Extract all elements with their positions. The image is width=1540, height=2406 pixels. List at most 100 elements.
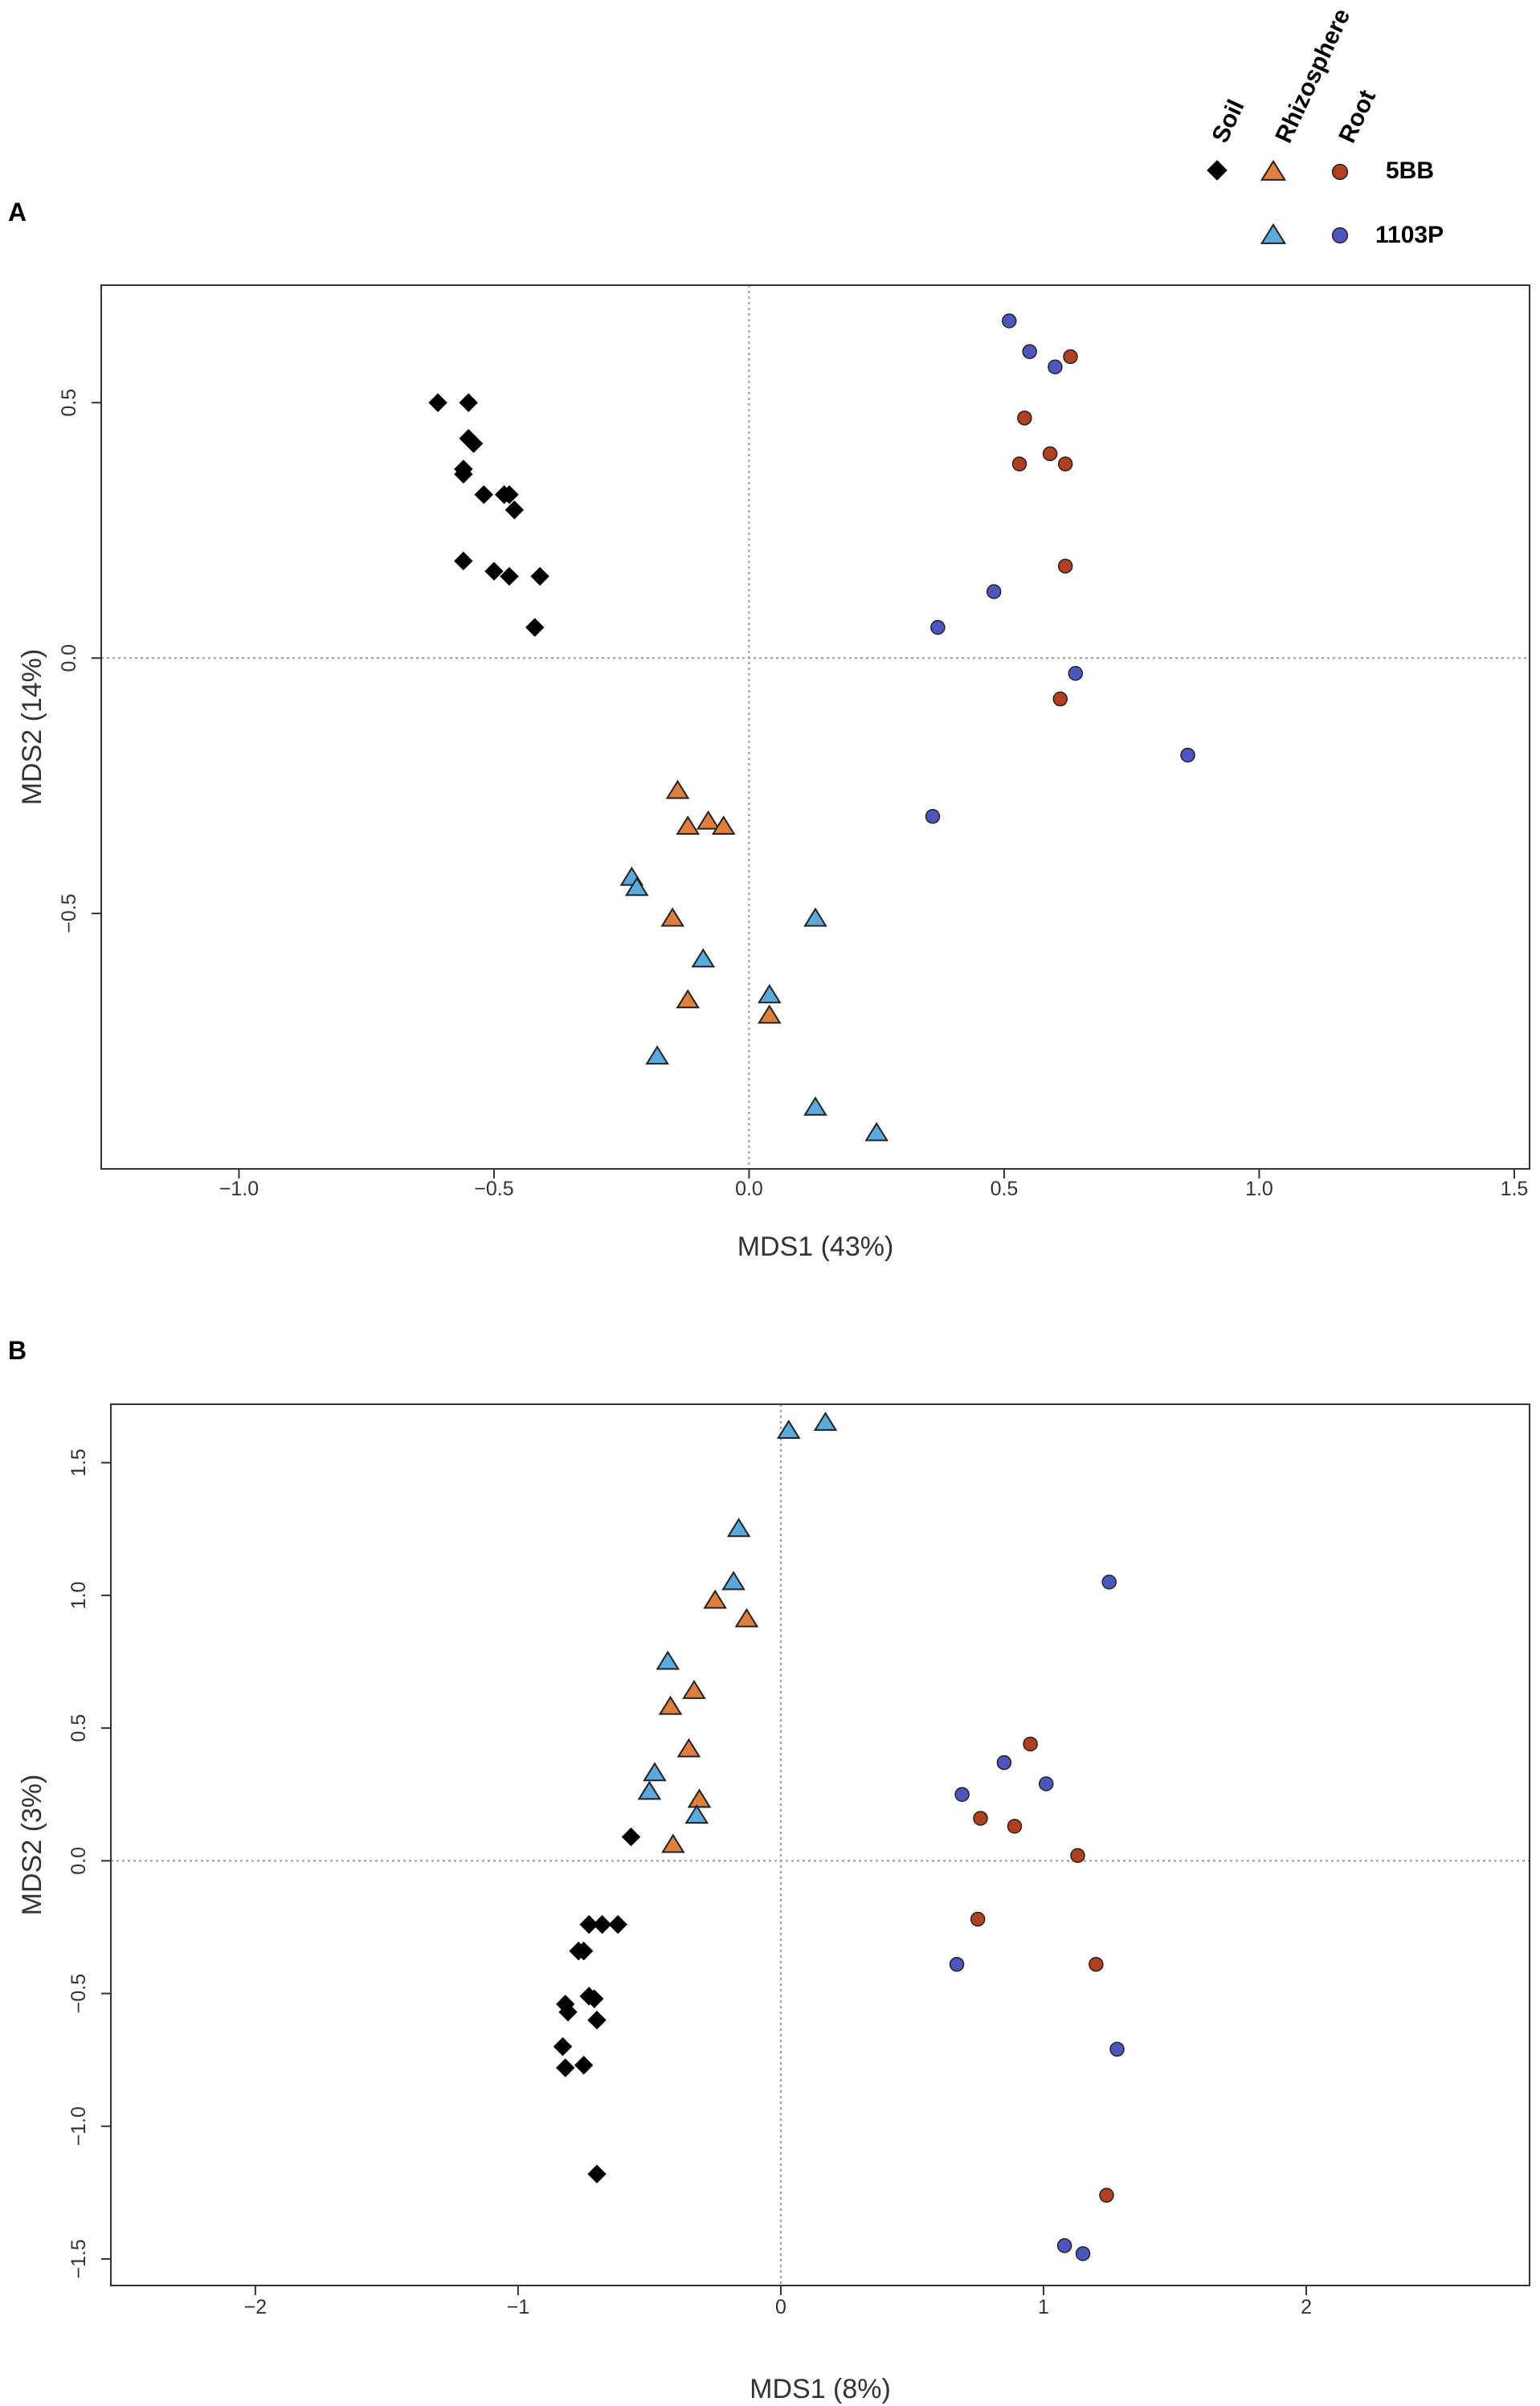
- panel-a-series-rhizo-1103p: [619, 866, 888, 1142]
- panel-b-point-root-1103p: [954, 1787, 970, 1802]
- panel-b-y-tick-label: −1.0: [67, 2106, 90, 2146]
- panel-b-point-root-5bb: [1099, 2187, 1114, 2203]
- panel-a-point-root-1103p: [925, 809, 941, 824]
- panel-a-letter: A: [8, 198, 27, 227]
- panel-b-point-rhizo-5bb: [661, 1833, 685, 1853]
- panel-a-point-root-5bb: [1057, 456, 1073, 472]
- panel-b-y-axis: 1.5 1.0 0.5 0.0 −0.5 −1.0 −1.5: [67, 1448, 111, 2279]
- legend-marker-root-1103p: [1331, 227, 1349, 244]
- panel-b-point-rhizo-5bb: [703, 1589, 727, 1609]
- panel-b-letter: B: [8, 1336, 27, 1365]
- panel-b-series-rhizo-1103p: [637, 1411, 838, 1824]
- panel-b-y-tick-label: −1.5: [67, 2239, 90, 2278]
- panel-a-y-tick-label: −0.5: [58, 893, 80, 933]
- panel-b-point-rhizo-1103p: [684, 1804, 709, 1824]
- panel-b-y-tick-label: 1.5: [67, 1448, 90, 1477]
- panel-b-x-tick-label: 0: [775, 2296, 786, 2318]
- panel-a-point-root-5bb: [1042, 446, 1058, 462]
- panel-a-x-tick-label: −1.0: [219, 1178, 259, 1200]
- panel-a-point-root-5bb: [1011, 456, 1027, 472]
- panel-a-point-root-1103p: [1002, 313, 1017, 329]
- panel-b-point-rhizo-1103p: [726, 1518, 751, 1538]
- panel-a-y-axis-title: MDS2 (14%): [17, 649, 47, 806]
- panel-b-x-axis-title: MDS1 (8%): [750, 2374, 891, 2404]
- panel-b-point-rhizo-1103p: [721, 1571, 745, 1591]
- panel-a-point-root-5bb: [1057, 558, 1073, 574]
- panel-b-x-tick-label: −1: [507, 2296, 530, 2318]
- panel-b-point-soil: [574, 2056, 594, 2075]
- panel-b-point-rhizo-5bb: [734, 1607, 759, 1628]
- panel-a-point-soil: [464, 434, 484, 453]
- panel-a-x-tick-label: 0.5: [991, 1178, 1019, 1200]
- panel-b-points: [553, 1411, 1125, 2261]
- panel-b-point-root-1103p: [1075, 2246, 1091, 2261]
- panel-a-point-rhizo-5bb: [665, 779, 690, 799]
- legend-marker-root-5bb: [1331, 163, 1349, 181]
- panel-b-x-tick-label: 2: [1301, 2296, 1312, 2318]
- panel-b-point-soil: [556, 2058, 575, 2077]
- panel-a-x-tick-label: −0.5: [474, 1178, 513, 1200]
- panel-b-point-rhizo-5bb: [682, 1679, 706, 1699]
- legend-marker-rhizo-1103p: [1260, 223, 1287, 244]
- panel-a-x-tick-label: 0.0: [735, 1178, 763, 1200]
- panel-a-point-root-5bb: [1052, 691, 1068, 707]
- panel-b-point-root-1103p: [1109, 2041, 1125, 2057]
- panel-a-point-root-1103p: [1068, 665, 1084, 681]
- panel-a-point-root-1103p: [930, 619, 946, 635]
- panel-b-series-soil: [553, 1827, 641, 2183]
- panel-b-point-rhizo-1103p: [813, 1411, 838, 1432]
- panel-b-point-rhizo-1103p: [656, 1650, 680, 1670]
- panel-a-point-root-1103p: [1022, 344, 1037, 359]
- panel-b-point-root-5bb: [1070, 1848, 1085, 1863]
- panel-a-point-soil: [484, 562, 504, 581]
- panel-a-point-root-1103p: [1048, 359, 1063, 374]
- panel-a-point-soil: [454, 464, 473, 484]
- panel-b-point-soil: [592, 1914, 612, 1934]
- legend-marker-soil: [1207, 160, 1228, 181]
- panel-a-plot-frame: [100, 284, 1530, 1170]
- panel-b-point-soil: [587, 2164, 607, 2183]
- panel-a-x-axis-title: MDS1 (43%): [737, 1232, 894, 1262]
- panel-b-series-root-5bb: [970, 1736, 1114, 2203]
- panel-a-point-rhizo-5bb: [676, 989, 701, 1009]
- panel-a-x-tick-label: 1.5: [1501, 1178, 1529, 1200]
- legend-header-soil: Soil: [1207, 96, 1249, 147]
- panel-b-y-tick-label: −0.5: [67, 1974, 90, 2013]
- panel-a-y-axis: 0.5 0.0 −0.5: [58, 389, 101, 933]
- panel-b-point-soil: [558, 2002, 578, 2022]
- panel-a-point-soil: [459, 393, 478, 412]
- panel-a-point-rhizo-1103p: [803, 907, 827, 927]
- panel-b-series-root-1103p: [949, 1575, 1125, 2261]
- panel-a-point-rhizo-5bb: [696, 810, 721, 830]
- panel-a-series-rhizo-5bb: [660, 779, 782, 1024]
- panel-b-plot-frame: [110, 1403, 1530, 2286]
- panel-a-point-soil: [525, 618, 545, 637]
- panel-a-series-root-5bb: [1011, 349, 1078, 707]
- panel-b-point-root-5bb: [1089, 1956, 1104, 1972]
- panel-a-point-rhizo-1103p: [758, 983, 782, 1003]
- panel-a-point-rhizo-5bb: [676, 815, 701, 835]
- panel-a-point-soil: [530, 566, 549, 586]
- panel-b-x-tick-label: −2: [244, 2296, 268, 2318]
- panel-a-point-soil: [500, 566, 519, 586]
- legend-header-root: Root: [1334, 86, 1381, 147]
- panel-a-point-rhizo-1103p: [864, 1121, 888, 1142]
- panel-b-point-root-5bb: [973, 1811, 988, 1826]
- panel-a-y-tick-label: 0.0: [58, 644, 80, 672]
- panel-a-point-root-1103p: [1180, 747, 1195, 763]
- panel-a-point-rhizo-1103p: [645, 1045, 669, 1065]
- legend-markers: [1207, 159, 1349, 244]
- panel-a-point-rhizo-5bb: [660, 907, 684, 927]
- panel-b-y-tick-label: 0.5: [67, 1714, 90, 1742]
- panel-b-point-root-1103p: [1056, 2238, 1072, 2253]
- panel-a-point-soil: [428, 393, 447, 412]
- panel-a-y-tick-label: 0.5: [58, 389, 80, 417]
- panel-a-point-soil: [504, 500, 525, 520]
- panel-b-point-root-1103p: [1039, 1776, 1054, 1791]
- panel-b-point-soil: [587, 2010, 607, 2030]
- legend-label-5bb: 5BB: [1386, 157, 1434, 184]
- panel-a-point-soil: [500, 484, 519, 504]
- panel-b-point-rhizo-1103p: [643, 1762, 667, 1782]
- panel-b-point-soil: [608, 1914, 627, 1934]
- panel-b-y-tick-label: 1.0: [67, 1582, 90, 1610]
